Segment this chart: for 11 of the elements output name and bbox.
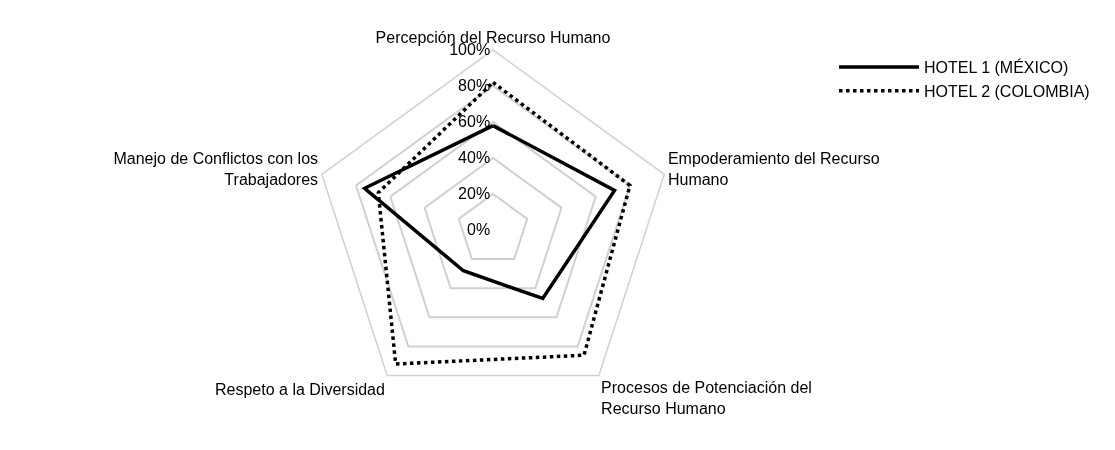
spoke-label: Procesos de Potenciación del Recurso Humano (601, 379, 812, 417)
y-tick-label: 40% (458, 149, 491, 167)
y-tick-label: 0% (466, 221, 491, 239)
legend-label: HOTEL 2 (COLOMBIA) (924, 82, 1090, 100)
spoke-label: Manejo de Conflictos con los Trabajadores (113, 149, 319, 188)
spoke-label: Empoderamiento del Recurso Humano (667, 149, 880, 188)
y-tick-label: 80% (458, 77, 491, 95)
legend-label: HOTEL 1 (MÉXICO) (924, 58, 1069, 77)
y-tick-label: 60% (458, 113, 491, 131)
y-tick-label: 20% (458, 185, 491, 203)
spoke-label: Respeto a la Diversidad (215, 381, 385, 399)
